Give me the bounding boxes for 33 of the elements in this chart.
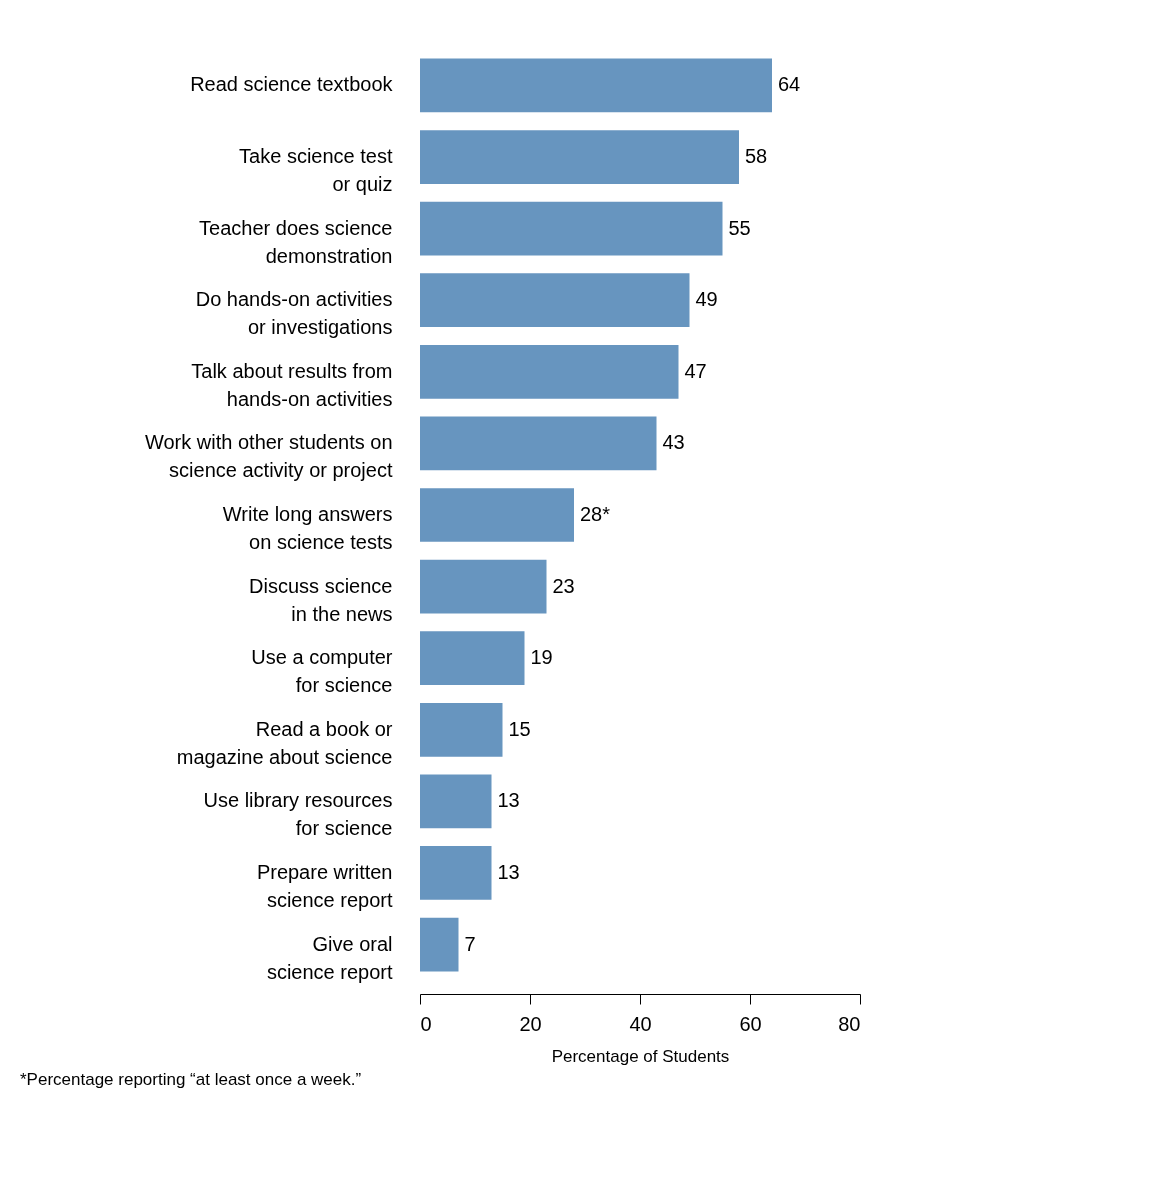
y-tick-label: Use a computer for science	[251, 646, 393, 697]
data-label: 49	[695, 288, 718, 311]
data-label: 28*	[580, 503, 611, 525]
y-tick-label: Write long answers on science tests	[222, 503, 393, 553]
text: *Percentage reporting “at least once a week.”	[20, 1070, 362, 1089]
x-tick-label: 60	[739, 1012, 762, 1035]
data-label: 58	[745, 145, 768, 168]
y-tick-label: Use library resources for science	[203, 789, 393, 840]
y-tick-label: Talk about results from hands-on activities	[191, 359, 393, 410]
x-tick-label: 20	[519, 1012, 542, 1035]
x-axis-title: Percentage of Students	[551, 1046, 730, 1066]
data-label: 7	[464, 932, 476, 955]
y-tick-label: Give oral science report	[266, 932, 393, 983]
y-tick-label: Discuss science in the news	[249, 574, 393, 625]
y-tick-label: Read a book or magazine about science	[176, 717, 393, 768]
x-tick-label: 80	[838, 1012, 861, 1035]
y-tick-label: Teacher does science demonstration	[199, 216, 393, 267]
x-tick-label: 40	[629, 1012, 652, 1035]
y-tick-label: Work with other students on science activity or project	[144, 431, 393, 482]
y-tick-label: Take science test or quiz	[239, 145, 393, 196]
y-tick-label: Read science textbook	[190, 73, 394, 96]
data-label: 13	[497, 860, 520, 883]
data-label: 55	[728, 216, 751, 239]
data-label: 23	[552, 574, 575, 597]
data-label: 15	[508, 717, 531, 740]
data-label: 13	[497, 789, 520, 812]
data-label: 19	[530, 646, 553, 669]
data-label: 43	[662, 431, 685, 454]
y-tick-label: Do hands-on activities or investigations	[195, 288, 393, 339]
x-tick-label: 0	[420, 1012, 432, 1035]
data-label: 47	[684, 359, 707, 382]
y-tick-label: Prepare written science report	[256, 860, 393, 911]
data-label: 64	[778, 73, 801, 96]
